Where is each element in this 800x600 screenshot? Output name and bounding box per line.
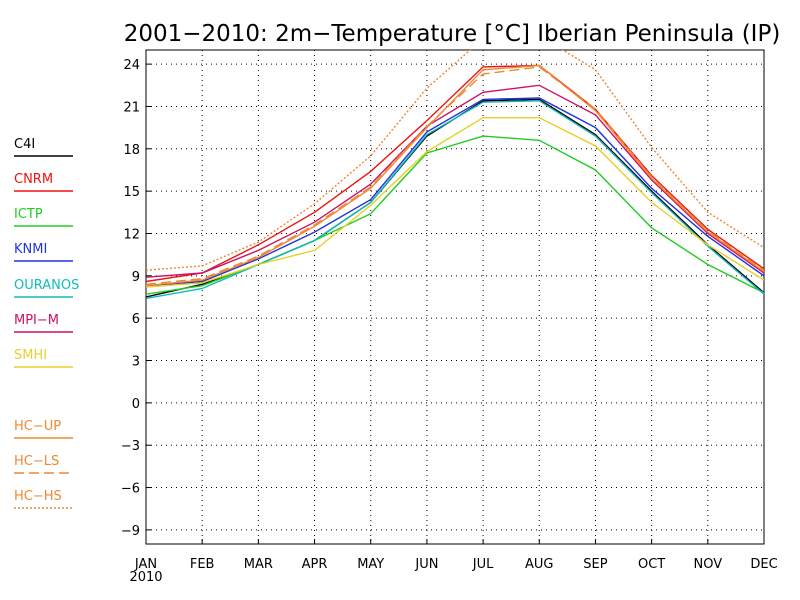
series-line-smhi: [146, 116, 764, 288]
legend-item: ICTP: [14, 207, 73, 227]
y-tick-label: 15: [123, 185, 140, 200]
series-line-cnrm: [146, 64, 764, 283]
legend-item: HC−LS: [14, 454, 73, 474]
y-tick-label: 6: [132, 312, 140, 327]
x-tick-label: NOV: [694, 557, 723, 572]
x-tick-label: JUL: [472, 557, 494, 572]
chart-title: 2001−2010: 2m−Temperature [°C] Iberian P…: [124, 21, 781, 47]
legend-label: HC−HS: [14, 489, 62, 504]
x-tick-label: APR: [302, 557, 328, 572]
y-tick-label: 0: [132, 397, 140, 412]
series-line-hc-hs: [146, 50, 764, 271]
series-line-ouranos: [146, 100, 764, 300]
x-axis-year-label: 2010: [129, 570, 162, 585]
legend-item: CNRM: [14, 172, 73, 192]
series-line-hc-up: [146, 64, 764, 287]
y-tick-label: −3: [121, 439, 140, 454]
legend-label: SMHI: [14, 348, 47, 363]
series-lines: [146, 50, 764, 300]
legend-label: OURANOS: [14, 278, 79, 293]
legend-item: SMHI: [14, 348, 73, 368]
y-tick-label: 18: [123, 143, 140, 158]
x-tick-label: OCT: [638, 557, 665, 572]
legend-item: C4I: [14, 137, 73, 157]
legend-label: ICTP: [14, 207, 43, 222]
x-axis-ticks: JAN FEB MAR APR MAY JUN JUL AUG SEP OCT NOV DEC: [134, 539, 778, 572]
plot-frame: [145, 49, 765, 545]
y-tick-label: 9: [132, 270, 140, 285]
legend-label: MPI−M: [14, 313, 59, 328]
y-tick-label: 24: [123, 58, 140, 73]
x-tick-label: JAN: [134, 557, 157, 572]
series-line-mpi-m: [146, 84, 764, 278]
series-line-knmi: [146, 97, 764, 287]
x-tick-label: DEC: [750, 557, 777, 572]
legend-item: HC−UP: [14, 419, 73, 439]
y-tick-label: −9: [121, 524, 140, 539]
x-tick-label: MAY: [357, 557, 384, 572]
x-tick-label: FEB: [190, 557, 215, 572]
y-tick-label: −6: [121, 482, 140, 497]
grid-lines: [146, 50, 764, 544]
legend-item: OURANOS: [14, 278, 79, 298]
legend-label: CNRM: [14, 172, 53, 187]
x-tick-label: SEP: [583, 557, 607, 572]
legend-label: HC−UP: [14, 419, 61, 434]
x-tick-label: JUN: [414, 557, 438, 572]
y-tick-label: 3: [132, 355, 140, 370]
y-tick-label: 12: [123, 227, 140, 242]
legend-item: HC−HS: [14, 489, 73, 509]
legend-item: MPI−M: [14, 313, 73, 333]
legend-label: KNMI: [14, 242, 47, 257]
legend-item: KNMI: [14, 242, 73, 262]
x-tick-label: AUG: [525, 557, 553, 572]
x-tick-label: MAR: [244, 557, 273, 572]
y-tick-label: 21: [123, 100, 140, 115]
legend: C4I CNRM ICTP KNMI OURANOS MPI−M SMHI HC−UP HC−L…: [14, 137, 79, 509]
series-line-hc-ls: [146, 66, 764, 285]
legend-label: C4I: [14, 137, 35, 152]
y-axis-ticks: 24 21 18 15 12 9 6 3 0 −3 −6 −9: [121, 58, 151, 539]
legend-label: HC−LS: [14, 454, 59, 469]
